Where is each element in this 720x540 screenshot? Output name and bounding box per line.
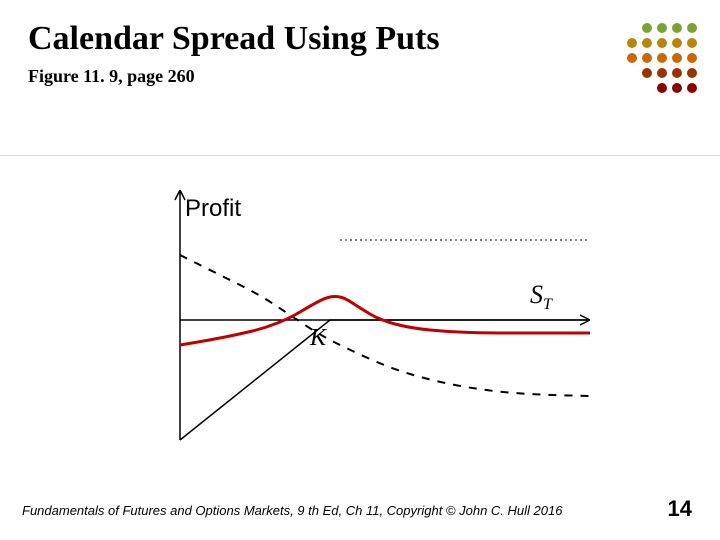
chart-area xyxy=(150,180,610,460)
slide-subtitle: Figure 11. 9, page 260 xyxy=(28,66,195,87)
x-axis-label: ST xyxy=(530,280,552,314)
x-axis-base: S xyxy=(530,280,543,309)
decorative-dots xyxy=(602,20,702,120)
page-number: 14 xyxy=(668,496,692,522)
header-rule xyxy=(0,155,720,156)
strike-label: K xyxy=(310,325,326,352)
footer-citation: Fundamentals of Futures and Options Mark… xyxy=(22,503,562,518)
payoff-chart xyxy=(150,180,610,460)
x-axis-sub: T xyxy=(543,296,552,313)
slide-title: Calendar Spread Using Puts xyxy=(28,20,440,58)
